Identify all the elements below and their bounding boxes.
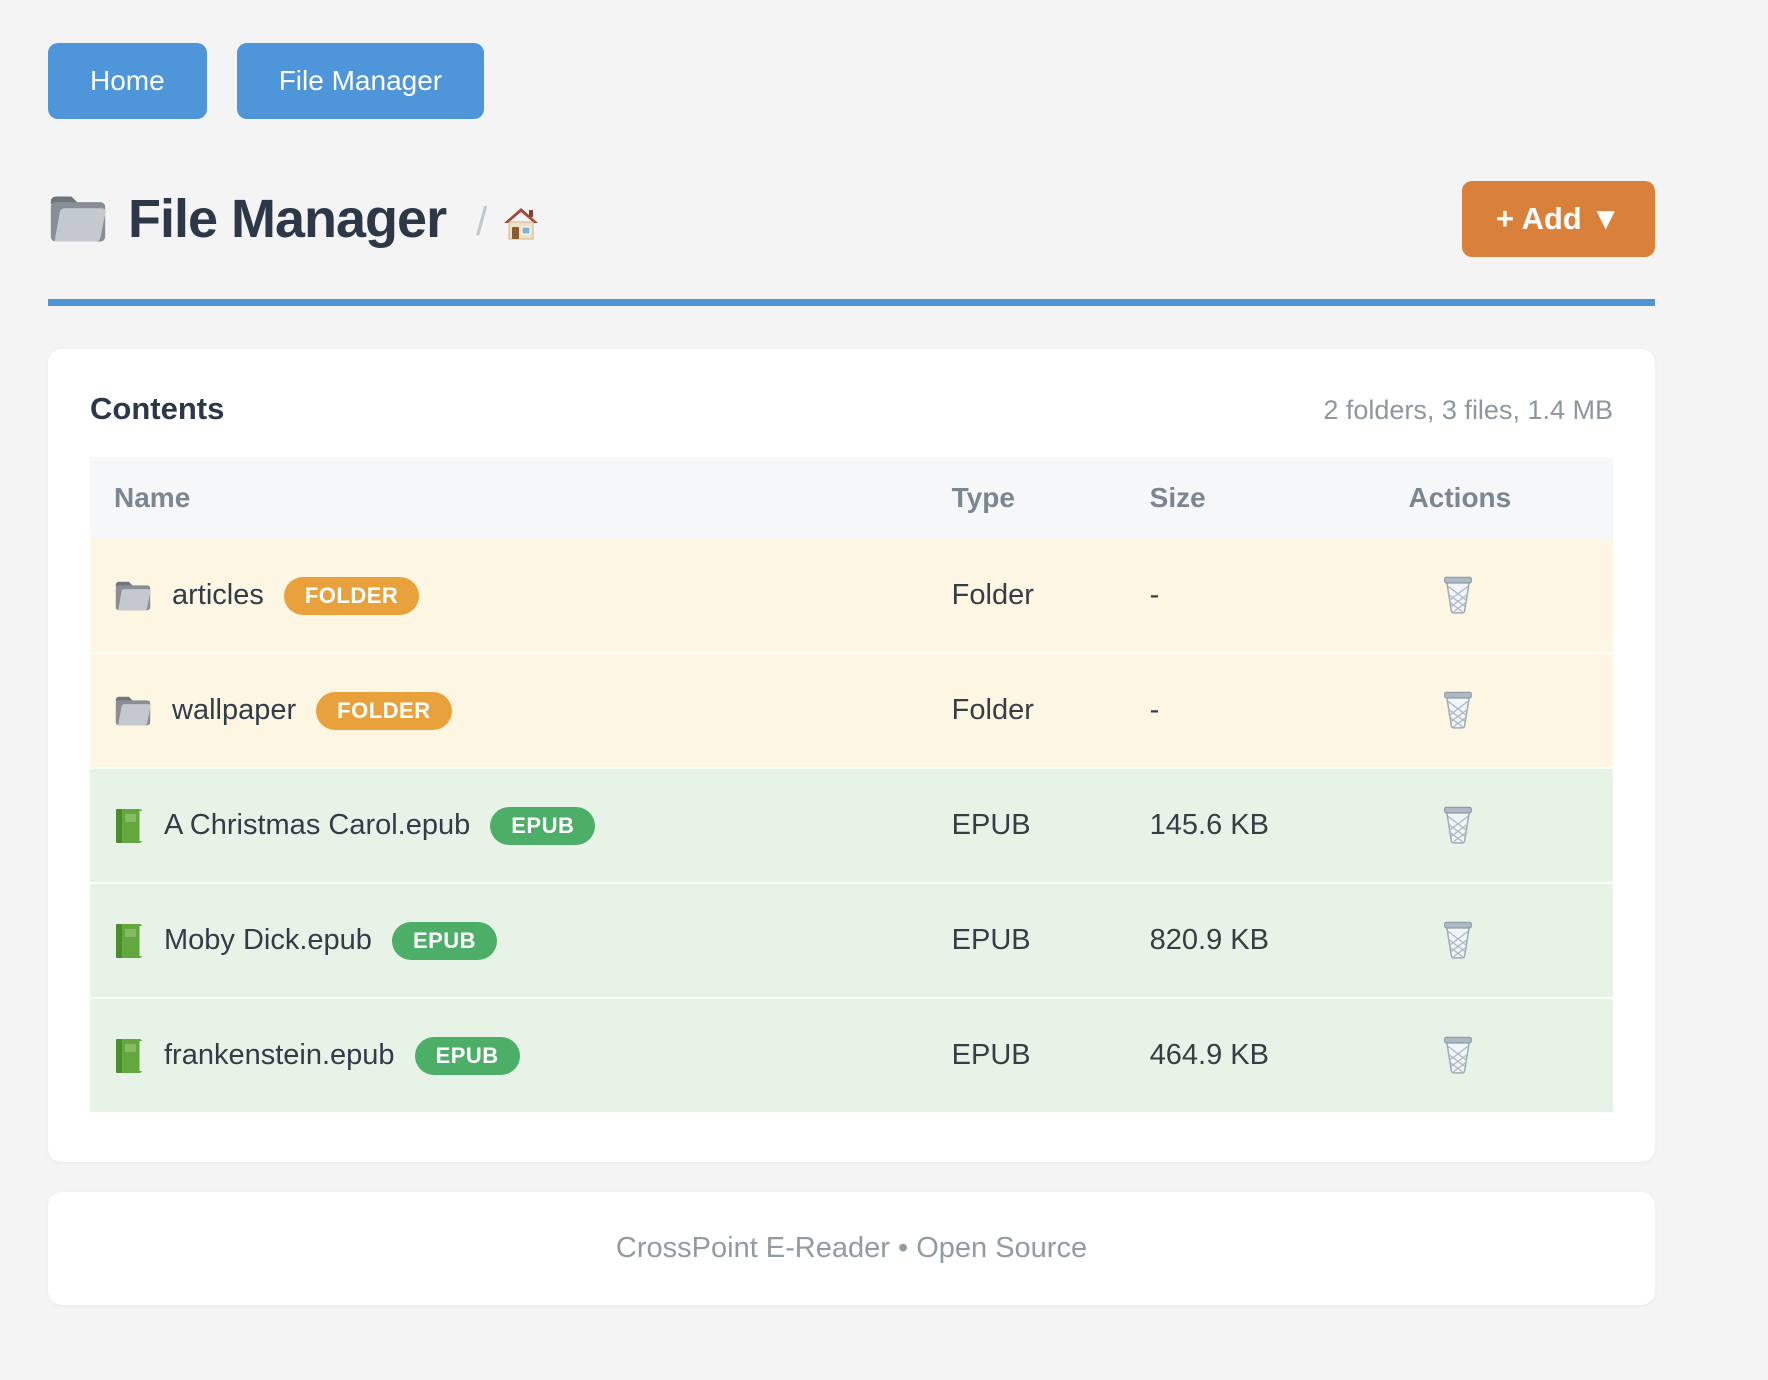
item-name[interactable]: articles (172, 579, 264, 611)
delete-button[interactable] (1437, 1030, 1479, 1081)
delete-button[interactable] (1437, 800, 1479, 851)
size-cell: 820.9 KB (1149, 924, 1269, 956)
nav-button-home[interactable]: Home (48, 43, 207, 119)
trash-icon (1441, 919, 1475, 959)
item-name[interactable]: frankenstein.epub (164, 1039, 395, 1071)
trash-icon (1441, 804, 1475, 844)
column-header-size: Size (1149, 482, 1206, 513)
size-cell: - (1149, 579, 1160, 611)
table-row: wallpaper FOLDER Folder - (90, 653, 1613, 768)
delete-button[interactable] (1437, 570, 1479, 621)
delete-button[interactable] (1437, 685, 1479, 736)
breadcrumb-separator: / (476, 199, 488, 244)
size-cell: - (1149, 694, 1160, 726)
table-row: A Christmas Carol.epub EPUB EPUB 145.6 K… (90, 768, 1613, 883)
folder-icon (48, 191, 108, 247)
delete-button[interactable] (1437, 915, 1479, 966)
contents-card: Contents 2 folders, 3 files, 1.4 MB Name… (48, 349, 1655, 1162)
footer: CrossPoint E-Reader • Open Source (48, 1192, 1655, 1305)
size-cell: 145.6 KB (1149, 809, 1269, 841)
type-cell: EPUB (951, 1039, 1031, 1071)
house-icon[interactable] (503, 207, 539, 241)
item-name[interactable]: A Christmas Carol.epub (164, 809, 471, 841)
type-cell: EPUB (951, 924, 1031, 956)
trash-icon (1441, 574, 1475, 614)
trash-icon (1441, 689, 1475, 729)
page-header: File Manager / + Add ▼ (48, 181, 1655, 257)
table-row: Moby Dick.epub EPUB EPUB 820.9 KB (90, 883, 1613, 998)
item-badge: EPUB (490, 806, 596, 845)
type-cell: EPUB (951, 809, 1031, 841)
book-icon (114, 808, 144, 844)
file-table: Name Type Size Actions articles FOLDER F… (90, 457, 1613, 1114)
table-header-row: Name Type Size Actions (90, 457, 1613, 539)
table-row: frankenstein.epub EPUB EPUB 464.9 KB (90, 998, 1613, 1113)
nav-button-file-manager[interactable]: File Manager (236, 43, 485, 119)
divider (48, 299, 1655, 306)
add-button[interactable]: + Add ▼ (1461, 181, 1655, 257)
book-icon (114, 1038, 144, 1074)
size-cell: 464.9 KB (1149, 1039, 1269, 1071)
item-name[interactable]: wallpaper (172, 694, 297, 726)
column-header-type: Type (951, 482, 1015, 513)
trash-icon (1441, 1034, 1475, 1074)
table-row: articles FOLDER Folder - (90, 539, 1613, 653)
column-header-actions: Actions (1408, 482, 1512, 513)
item-badge: FOLDER (316, 691, 452, 730)
top-nav: Home File Manager (48, 43, 1655, 119)
item-name[interactable]: Moby Dick.epub (164, 924, 372, 956)
folder-icon (114, 579, 152, 613)
book-icon (114, 923, 144, 959)
item-badge: EPUB (391, 921, 498, 960)
footer-text: CrossPoint E-Reader • Open Source (615, 1232, 1088, 1264)
contents-summary: 2 folders, 3 files, 1.4 MB (1323, 395, 1613, 425)
folder-icon (114, 694, 152, 728)
type-cell: Folder (951, 694, 1034, 726)
item-badge: EPUB (414, 1036, 520, 1075)
type-cell: Folder (951, 579, 1034, 611)
page: Home File Manager File Manager / + Add ▼… (48, 0, 1655, 1305)
contents-heading: Contents (90, 391, 225, 426)
column-header-name: Name (114, 482, 191, 513)
page-title: File Manager (128, 189, 447, 249)
item-badge: FOLDER (283, 576, 420, 615)
